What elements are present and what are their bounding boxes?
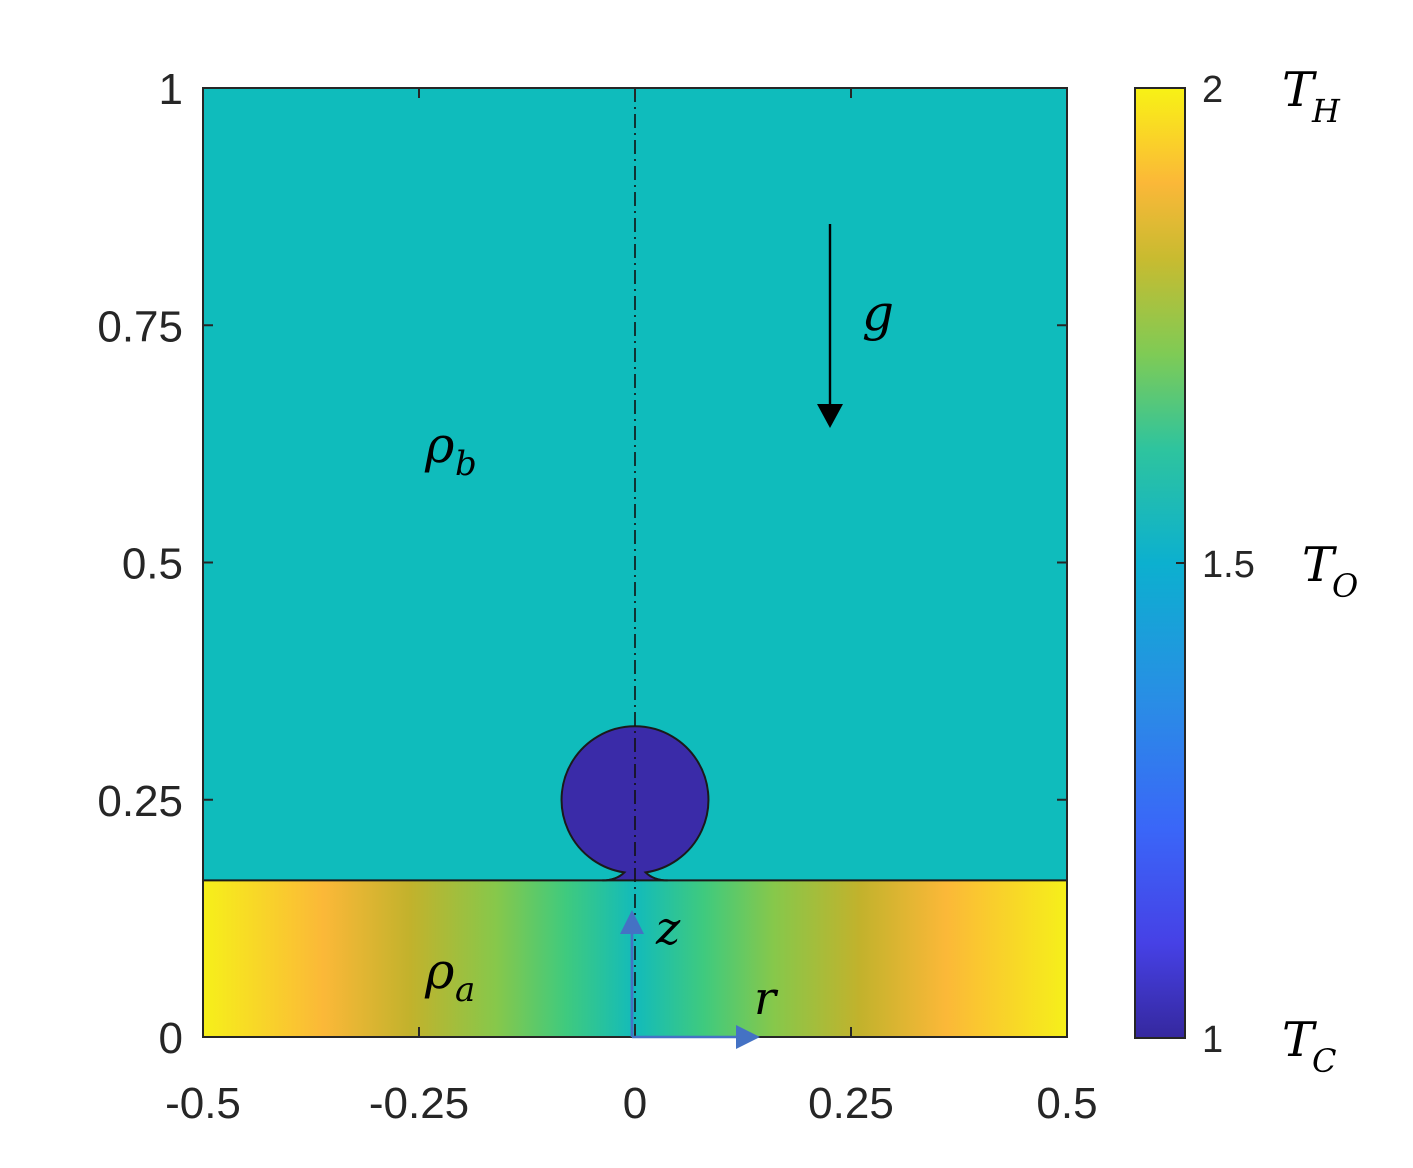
x-tick-labels: -0.5 -0.25 0 0.25 0.5 [165, 1079, 1098, 1128]
colorbar: 2 TH1.5 TO1 TC [1134, 62, 1358, 1080]
rho-b-symbol: ρ [424, 416, 455, 474]
rho-b-subscript: b [455, 444, 477, 484]
coordinate-arrows: z r [620, 901, 779, 1049]
rho-a-subscript: a [455, 970, 475, 1010]
x-tick-label: 0 [623, 1079, 647, 1128]
x-tick-label: 0.25 [808, 1079, 894, 1128]
rho-a-symbol: ρ [424, 942, 455, 1000]
colorbar-temp-symbol: T [1282, 62, 1317, 118]
y-tick-label: 0.25 [97, 777, 183, 826]
gravity-indicator: g [817, 224, 894, 428]
y-tick-label: 0.5 [122, 540, 183, 589]
y-tick-label: 0 [159, 1014, 183, 1063]
z-axis-label: z [655, 901, 681, 955]
colorbar-tick-label: 2 [1202, 69, 1223, 111]
colorbar-ticks: 2 TH1.5 TO1 TC [1176, 62, 1358, 1080]
x-tick-label: -0.25 [369, 1079, 469, 1128]
colorbar-temp-symbol: T [1282, 1012, 1317, 1068]
axis-ticks [202, 87, 1068, 1038]
r-axis-arrow-head [736, 1025, 760, 1049]
colorbar-tick-label: 1.5 [1202, 544, 1255, 586]
plot-area [202, 87, 1068, 1038]
z-axis-arrow-head [620, 910, 644, 934]
rho-a-label: ρ a [424, 942, 475, 1010]
gravity-label: g [862, 284, 894, 342]
colorbar-temp-subscript: C [1312, 1042, 1336, 1080]
y-tick-label: 1 [159, 65, 183, 114]
colorbar-temp-subscript: O [1332, 567, 1358, 605]
colorbar-temp-subscript: H [1311, 92, 1341, 130]
gravity-arrow-head [817, 404, 843, 428]
y-tick-labels: 0 0.25 0.5 0.75 1 [97, 65, 183, 1063]
y-tick-label: 0.75 [97, 302, 183, 351]
colorbar-tick-label: 1 [1202, 1019, 1223, 1061]
r-axis-label: r [754, 971, 779, 1025]
x-tick-label: 0.5 [1036, 1079, 1097, 1128]
rho-b-label: ρ b [424, 416, 477, 484]
colorbar-temp-symbol: T [1302, 537, 1337, 593]
x-tick-label: -0.5 [165, 1079, 241, 1128]
